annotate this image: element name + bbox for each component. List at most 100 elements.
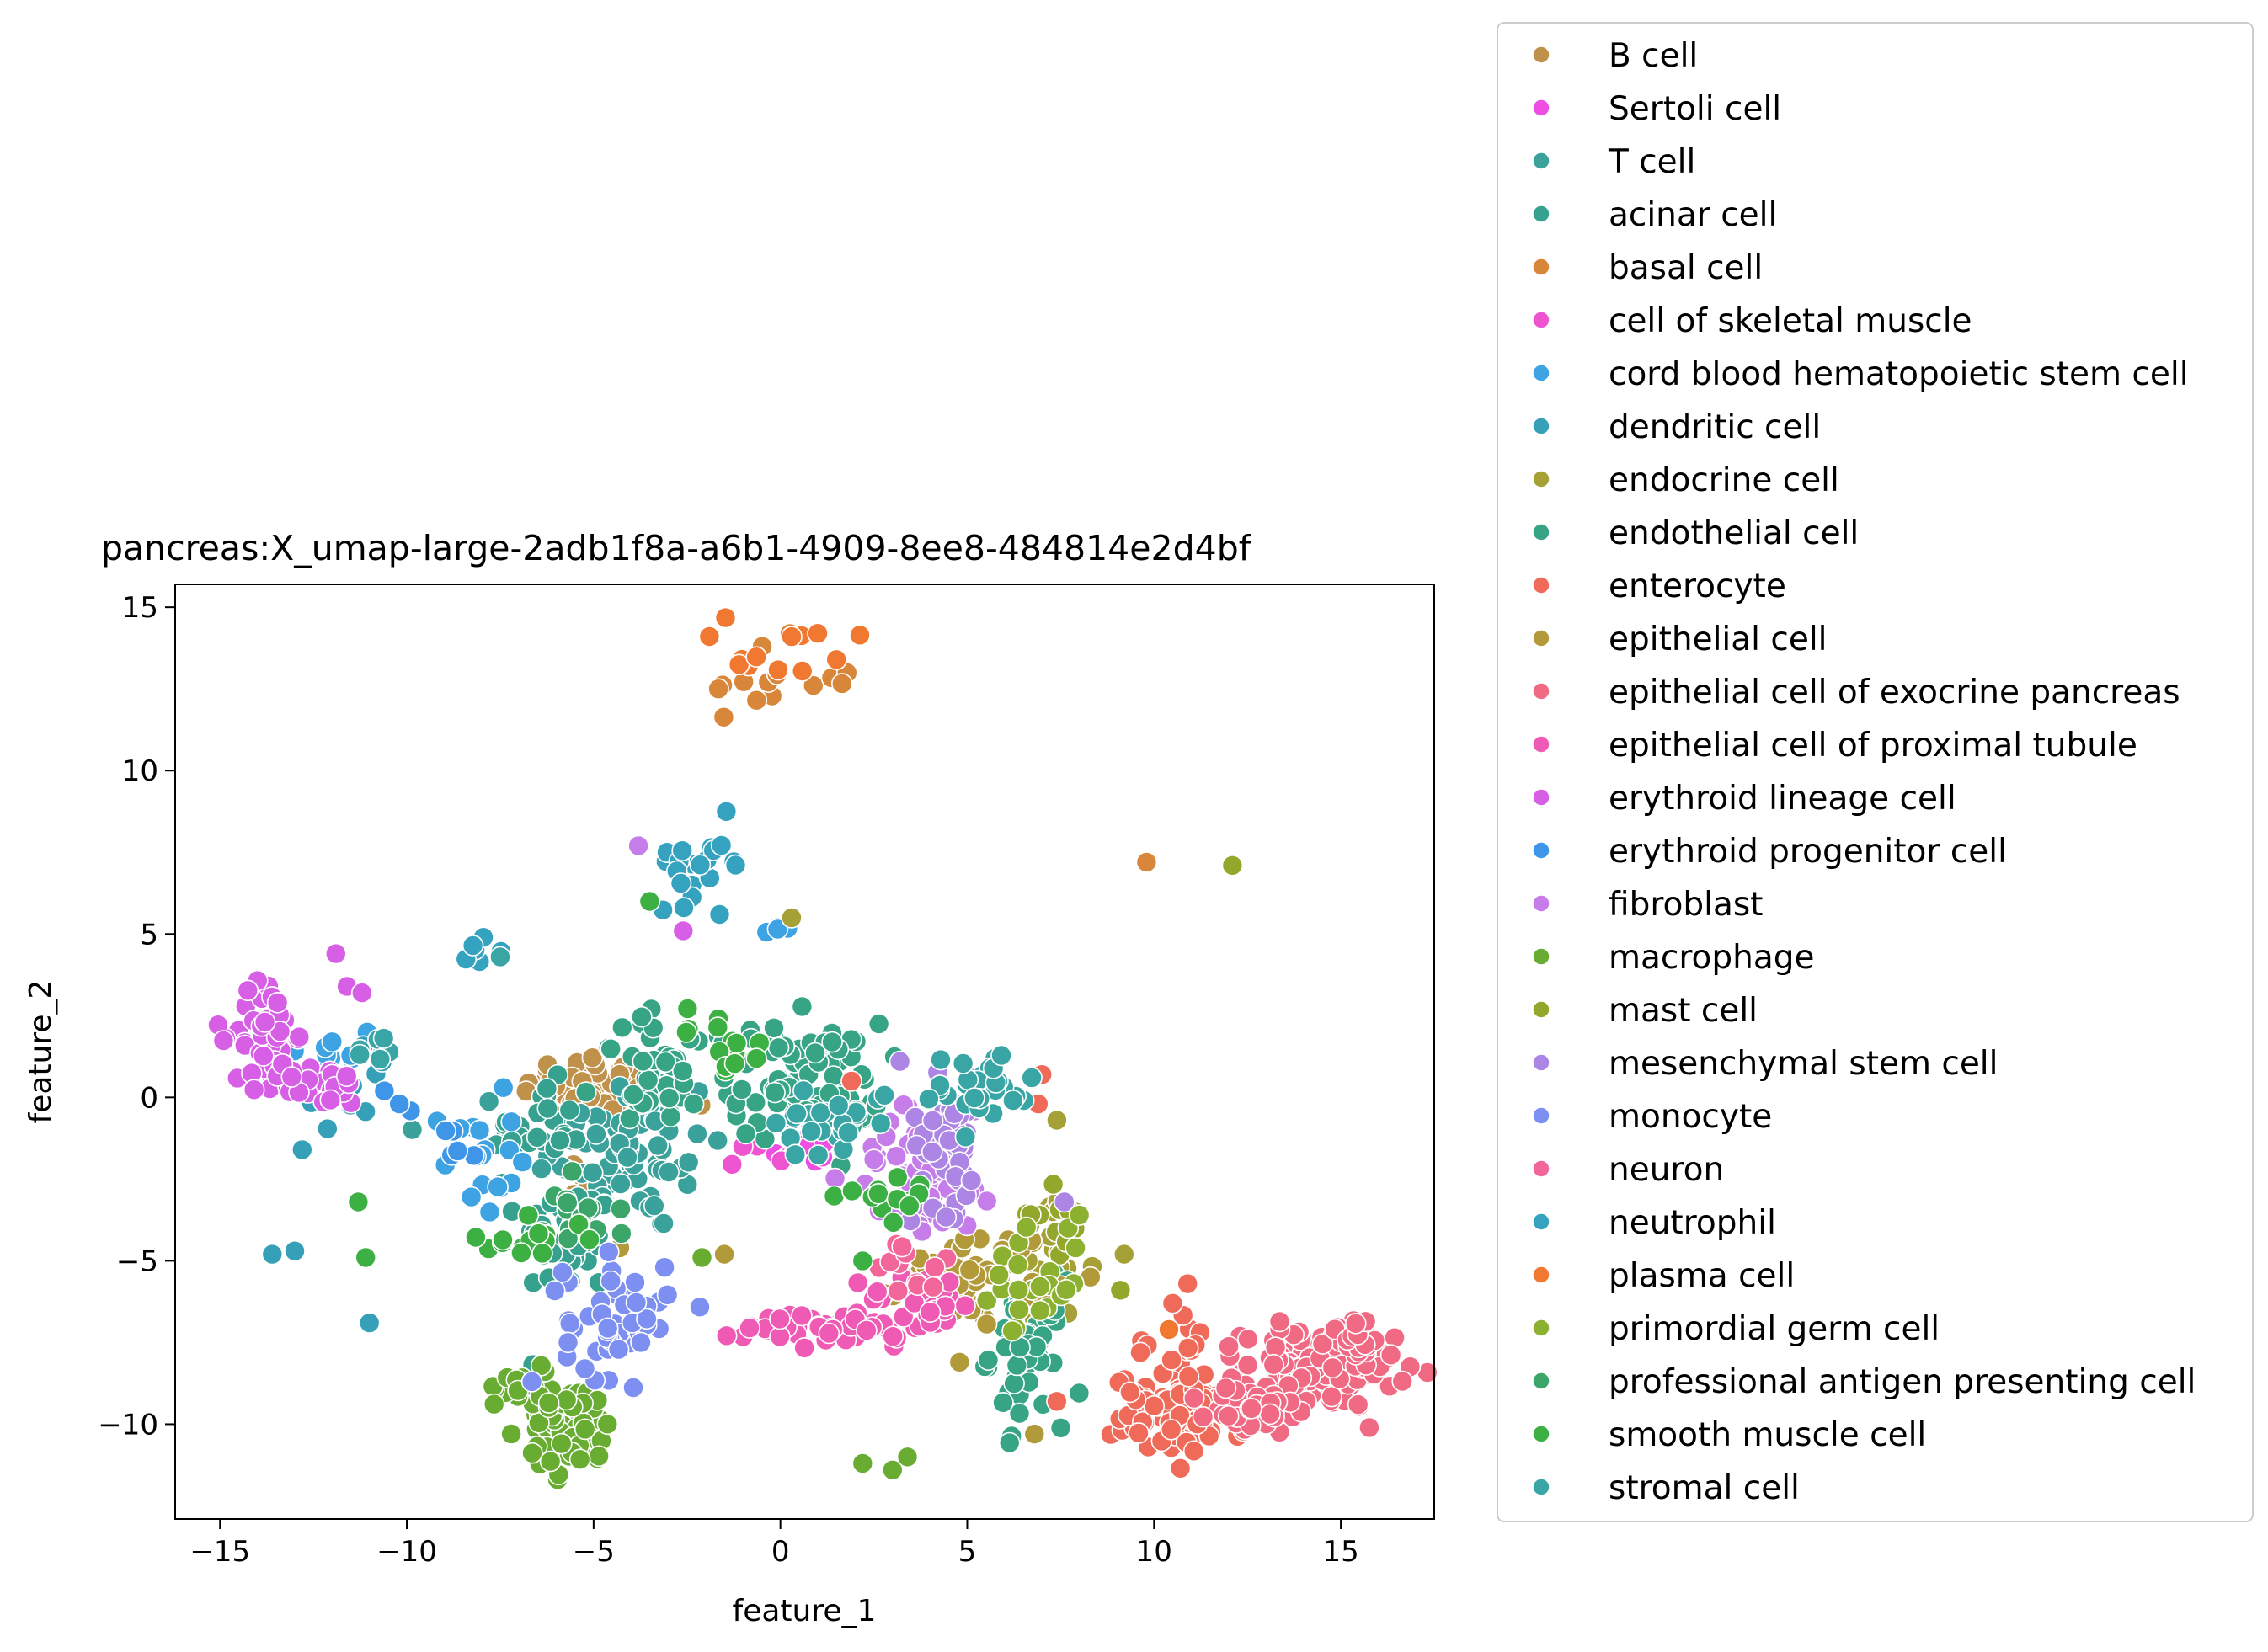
point-endothelial-cell: [1049, 1417, 1072, 1439]
point-stromal-cell: [952, 1052, 974, 1074]
point-epithelial-cell-of-exocrine-pancreas: [1217, 1404, 1240, 1427]
point-smooth-muscle-cell: [899, 1195, 921, 1217]
point-erythroid-lineage-cell: [243, 1079, 265, 1100]
point-erythroid-lineage-cell: [350, 982, 373, 1004]
point-acinar-cell: [536, 1097, 559, 1120]
legend-item-enterocyte: enterocyte: [1532, 568, 1786, 605]
legend-item-mesenchymal-stem-cell: mesenchymal stem cell: [1532, 1045, 1998, 1083]
point-enterocyte: [1182, 1440, 1205, 1463]
point-endothelial-cell: [1003, 1372, 1025, 1394]
point-epithelial-cell-of-exocrine-pancreas: [1236, 1354, 1259, 1376]
point-t-cell: [531, 1158, 552, 1180]
point-epithelial-cell-of-proximal-tubule: [882, 1325, 904, 1347]
legend-marker: [1532, 1372, 1550, 1390]
point-mesenchymal-stem-cell: [1054, 1191, 1075, 1213]
legend-item-endocrine-cell: endocrine cell: [1532, 461, 1839, 499]
point-macrophage: [691, 1246, 713, 1269]
point-neuron: [891, 1235, 913, 1258]
point-epithelial-cell-of-exocrine-pancreas: [1192, 1405, 1214, 1428]
point-epithelial-cell-of-exocrine-pancreas: [1262, 1353, 1285, 1376]
point-primordial-germ-cell: [1008, 1298, 1030, 1320]
series-basal-cell: [707, 622, 1158, 873]
point-monocyte: [654, 1256, 675, 1278]
point-endothelial-cell: [867, 1013, 890, 1035]
point-stromal-cell: [786, 1102, 808, 1125]
point-plasma-cell: [745, 646, 767, 669]
legend-label: epithelial cell: [1609, 621, 1828, 658]
point-macrophage: [851, 1452, 874, 1474]
point-erythroid-progenitor-cell: [388, 1093, 411, 1115]
legend-label: mast cell: [1609, 992, 1758, 1030]
legend-item-epithelial-cell: epithelial cell: [1532, 621, 1828, 658]
point-t-cell: [686, 1122, 708, 1145]
point-stromal-cell: [807, 1144, 830, 1166]
point-professional-antigen-presenting-cell: [557, 1228, 579, 1250]
legend-marker: [1532, 311, 1550, 329]
point-monocyte: [596, 1317, 619, 1340]
y-tick-label: 0: [140, 1081, 158, 1115]
point-basal-cell: [802, 674, 824, 696]
legend-frame: [1497, 22, 2254, 1522]
point-neutrophil: [710, 834, 733, 856]
legend-item-cell-of-skeletal-muscle: cell of skeletal muscle: [1532, 302, 1972, 340]
point-neuron: [924, 1256, 946, 1278]
legend-label: fibroblast: [1609, 886, 1763, 924]
series-primordial-germ-cell: [975, 1204, 1091, 1342]
legend-label: endothelial cell: [1609, 514, 1859, 552]
point-stromal-cell: [372, 1027, 395, 1049]
point-epithelial-cell-of-exocrine-pancreas: [1321, 1356, 1344, 1379]
point-epithelial-cell-of-proximal-tubule: [846, 1271, 869, 1294]
point-cord-blood-hematopoietic-stem-cell: [487, 1175, 509, 1198]
point-endothelial-cell: [977, 1349, 1000, 1371]
point-macrophage: [521, 1442, 543, 1464]
point-cord-blood-hematopoietic-stem-cell: [321, 1031, 344, 1053]
point-primordial-germ-cell: [988, 1264, 1010, 1286]
legend-item-epithelial-cell-of-exocrine-pancreas: epithelial cell of exocrine pancreas: [1532, 674, 2180, 711]
x-tick-label: 10: [1136, 1535, 1172, 1569]
legend-item-smooth-muscle-cell: smooth muscle cell: [1532, 1416, 1926, 1454]
point-endothelial-cell: [659, 1106, 682, 1127]
point-professional-antigen-presenting-cell: [556, 1191, 579, 1214]
point-monocyte: [630, 1331, 652, 1354]
point-stromal-cell: [837, 1122, 859, 1143]
point-macrophage: [537, 1392, 560, 1414]
legend-item-t-cell: T cell: [1532, 143, 1695, 181]
point-enterocyte: [1160, 1419, 1182, 1441]
point-mesenchymal-stem-cell: [889, 1050, 911, 1073]
point-smooth-muscle-cell: [510, 1242, 532, 1264]
legend-marker: [1532, 364, 1550, 382]
legend-item-erythroid-progenitor-cell: erythroid progenitor cell: [1532, 833, 2007, 871]
point-dendritic-cell: [291, 1138, 313, 1161]
point-endocrine-cell: [1046, 1109, 1068, 1132]
legend-item-monocyte: monocyte: [1532, 1098, 1772, 1136]
point-mesenchymal-stem-cell: [960, 1170, 983, 1191]
point-t-cell: [401, 1118, 424, 1141]
point-t-cell: [653, 1212, 675, 1234]
point-endothelial-cell: [631, 1005, 653, 1028]
point-monocyte: [558, 1312, 581, 1335]
point-fibroblast: [627, 834, 649, 857]
point-stromal-cell: [800, 1120, 823, 1143]
point-enterocyte: [1143, 1394, 1165, 1417]
point-smooth-muscle-cell: [531, 1242, 553, 1265]
point-erythroid-progenitor-cell: [435, 1120, 456, 1142]
point-macrophage: [588, 1445, 610, 1468]
point-epithelial-cell: [1023, 1423, 1046, 1445]
point-epithelial-cell-of-exocrine-pancreas: [1268, 1310, 1291, 1333]
point-enterocyte: [1129, 1341, 1151, 1364]
point-smooth-muscle-cell: [823, 1185, 846, 1207]
point-erythroid-progenitor-cell: [446, 1140, 469, 1162]
point-fibroblast: [862, 1148, 885, 1170]
legend: B cell Sertoli cell T cell acinar cell basal…: [1497, 22, 2254, 1522]
legend-marker: [1532, 1000, 1550, 1019]
point-neutrophil: [671, 839, 694, 862]
point-cord-blood-hematopoietic-stem-cell: [460, 1186, 483, 1208]
point-epithelial-cell: [975, 1313, 998, 1335]
point-stromal-cell: [784, 1143, 807, 1166]
point-endothelial-cell: [1068, 1382, 1091, 1404]
point-acinar-cell: [536, 1077, 558, 1100]
point-basal-cell: [707, 678, 729, 701]
point-monocyte: [624, 1271, 646, 1293]
point-macrophage: [896, 1446, 919, 1468]
point-acinar-cell: [558, 1099, 581, 1122]
